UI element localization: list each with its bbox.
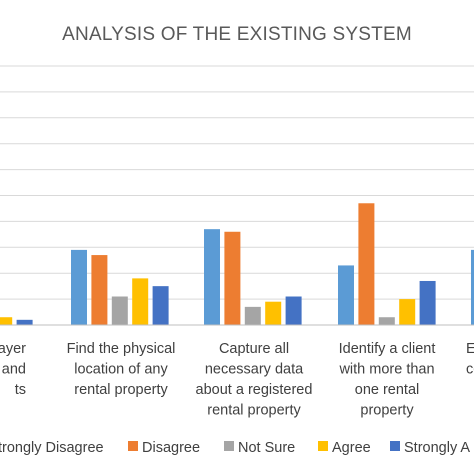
bar-agree	[399, 299, 416, 325]
bar-disagree	[224, 231, 241, 325]
bar-not-sure	[378, 317, 395, 325]
category-label: necessary data	[205, 362, 304, 378]
legend-swatch	[318, 441, 328, 451]
category-label: Capture all	[219, 341, 289, 357]
legend-swatch	[128, 441, 138, 451]
category-label: ion and	[0, 362, 26, 378]
legend-label: Not Sure	[238, 440, 295, 456]
bar-not-sure	[244, 306, 261, 325]
legend: trongly Disagree Disagree Not Sure Agree Str…	[0, 440, 470, 456]
bar-not-sure	[111, 296, 128, 325]
category-label: rental property	[207, 403, 301, 419]
bar-strongly-disagree	[71, 249, 87, 325]
category-label: property	[360, 403, 414, 419]
bar-agree	[0, 317, 13, 325]
category-label: Identify a client	[339, 341, 436, 357]
bar-strongly-disagree	[471, 249, 474, 325]
bar-strongly-agree	[152, 286, 169, 325]
category-label: axpayer	[0, 341, 26, 357]
bar-strongly-agree	[16, 319, 33, 325]
legend-label: Disagree	[142, 440, 200, 456]
category-labels: axpayer ion and ts Find the physical locatio…	[0, 341, 474, 419]
category-label: with more than	[338, 362, 434, 378]
bar-strongly-agree	[419, 280, 436, 325]
category-label: Ea	[466, 341, 474, 357]
bars	[0, 203, 474, 325]
bar-disagree	[91, 255, 108, 325]
category-label: about a registered	[196, 382, 313, 398]
bar-strongly-disagree	[204, 229, 220, 325]
category-label: Find the physical	[67, 341, 176, 357]
category-label: location of any	[74, 362, 168, 378]
bar-strongly-disagree	[338, 265, 354, 325]
bar-agree	[265, 301, 282, 325]
legend-label: Strongly A	[404, 440, 470, 456]
legend-label: Agree	[332, 440, 371, 456]
bar-disagree	[358, 203, 375, 325]
category-label: rental property	[74, 382, 168, 398]
bar-strongly-agree	[285, 296, 302, 325]
bar-agree	[132, 278, 149, 325]
legend-label: trongly Disagree	[0, 440, 104, 456]
legend-swatch	[224, 441, 234, 451]
category-label: one rental	[355, 382, 420, 398]
category-label: co	[466, 362, 474, 378]
legend-swatch	[390, 441, 400, 451]
category-label: ts	[15, 382, 26, 398]
chart-title: ANALYSIS OF THE EXISTING SYSTEM	[62, 24, 412, 45]
